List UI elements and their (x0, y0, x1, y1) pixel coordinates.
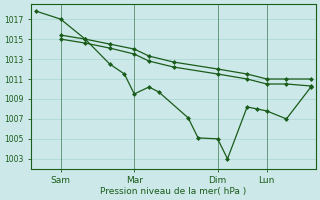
X-axis label: Pression niveau de la mer( hPa ): Pression niveau de la mer( hPa ) (100, 187, 247, 196)
